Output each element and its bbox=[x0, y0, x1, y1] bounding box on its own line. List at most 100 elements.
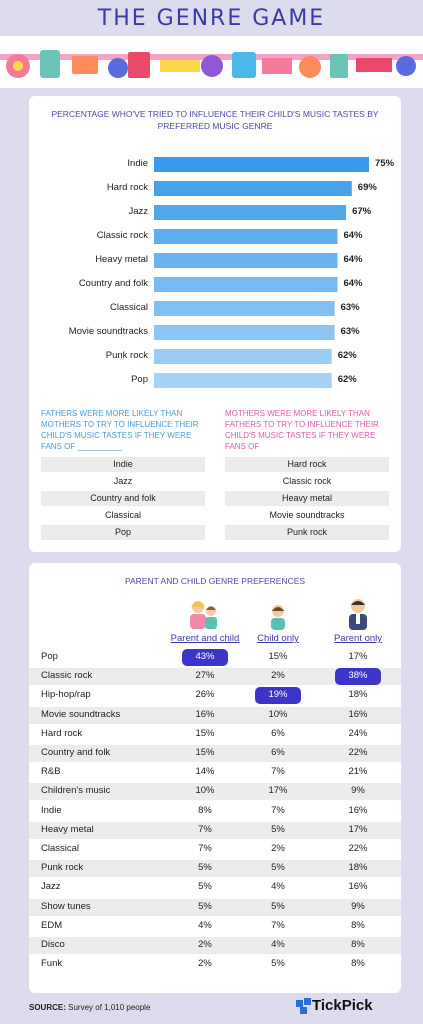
bar-punk-rock bbox=[154, 349, 332, 364]
genre-preferences-panel: PARENT AND CHILD GENRE PREFERENCES Paren… bbox=[29, 563, 401, 993]
table-cell: 16% bbox=[348, 804, 368, 816]
highlight-pill bbox=[335, 668, 381, 686]
row-genre: Heavy metal bbox=[41, 823, 94, 835]
table-cell: 9% bbox=[351, 785, 365, 797]
col-child-only: Child only bbox=[257, 633, 299, 644]
bar-label: Pop bbox=[131, 374, 148, 385]
music-instruments-banner bbox=[0, 36, 423, 88]
bar-classic-rock bbox=[154, 229, 338, 244]
table-cell: 7% bbox=[198, 843, 212, 854]
influence-chart-panel: PERCENTAGE WHO'VE TRIED TO INFLUENCE THE… bbox=[29, 96, 401, 552]
table-cell: 9% bbox=[351, 900, 365, 912]
row-genre: Pop bbox=[41, 651, 58, 662]
bar-label: Classical bbox=[109, 302, 148, 313]
table-cell: 10% bbox=[268, 708, 288, 720]
table-cell: 2% bbox=[271, 843, 285, 854]
parent-icon bbox=[349, 599, 367, 630]
table-cell: 16% bbox=[348, 708, 368, 720]
bar-pop bbox=[154, 373, 332, 388]
genre-list-item: Punk rock bbox=[225, 525, 389, 540]
row-genre: Funk bbox=[41, 958, 63, 970]
table-cell: 5% bbox=[198, 862, 212, 874]
bar-value-label: 63% bbox=[340, 302, 360, 313]
table-cell: 24% bbox=[348, 727, 368, 739]
table-cell: 6% bbox=[271, 747, 285, 758]
table-cell: 17% bbox=[348, 651, 368, 662]
table-cell: 5% bbox=[271, 862, 285, 874]
table-row: Jazz 5% 4% 16% bbox=[29, 879, 401, 896]
bar-value-label: 75% bbox=[375, 158, 395, 169]
table-cell: 15% bbox=[195, 727, 215, 739]
table-cell: 2% bbox=[271, 670, 285, 682]
table-cell: 22% bbox=[348, 747, 368, 758]
tickpick-logo-icon bbox=[296, 998, 311, 1014]
genre-list-item: Movie soundtracks bbox=[269, 510, 345, 520]
table-cell: 22% bbox=[348, 843, 368, 854]
bar-label: Heavy metal bbox=[95, 254, 148, 265]
bar-label: Movie soundtracks bbox=[68, 326, 148, 337]
table-cell: 8% bbox=[351, 919, 365, 931]
row-genre: Classical bbox=[41, 843, 80, 854]
table-row: Classic rock 27% 2% 38% bbox=[29, 668, 401, 686]
table-row: Funk 2% 5% 8% bbox=[29, 956, 401, 973]
row-genre: Movie soundtracks bbox=[41, 708, 121, 720]
table-cell: 16% bbox=[195, 708, 215, 720]
table-cell: 17% bbox=[348, 823, 368, 835]
table-row: Heavy metal 7% 5% 17% bbox=[29, 821, 401, 839]
row-genre: Classic rock bbox=[41, 670, 93, 682]
fathers-note: FATHERS WERE MORE LIKELY THAN MOTHERS TO… bbox=[41, 409, 199, 451]
row-genre: Indie bbox=[41, 804, 62, 816]
source-text: Survey of 1,010 people bbox=[68, 1003, 151, 1012]
bar-hard-rock bbox=[154, 181, 352, 196]
table-cell: 15% bbox=[195, 747, 215, 758]
table-row: Movie soundtracks 16% 10% 16% bbox=[29, 706, 401, 724]
bar-value-label: 63% bbox=[340, 326, 360, 337]
table-cell: 8% bbox=[198, 804, 212, 816]
table-row: Hip-hop/rap 26% 19% 18% bbox=[29, 687, 401, 705]
bar-label: Indie bbox=[127, 158, 148, 169]
bar-value-label: 62% bbox=[337, 374, 357, 385]
table-cell: 7% bbox=[271, 804, 285, 816]
bar-value-label: 69% bbox=[357, 182, 377, 193]
table-title: PARENT AND CHILD GENRE PREFERENCES bbox=[124, 576, 306, 586]
table-cell: 18% bbox=[348, 689, 368, 701]
table-cell: 7% bbox=[271, 919, 285, 931]
bar-value-label: 67% bbox=[352, 206, 372, 217]
row-genre: Children's music bbox=[41, 785, 111, 797]
page-title: THE GENRE GAME bbox=[97, 6, 326, 31]
mothers-note: MOTHERS WERE MORE LIKELY THAN FATHERS TO… bbox=[225, 409, 379, 451]
row-genre: R&B bbox=[41, 766, 61, 778]
table-cell: 43% bbox=[195, 651, 215, 662]
genre-list-item: Country and folk bbox=[41, 491, 205, 506]
table-cell: 21% bbox=[348, 766, 368, 778]
instruments-illustration bbox=[0, 50, 423, 78]
bar-label: Hard rock bbox=[106, 182, 148, 193]
table-cell: 7% bbox=[271, 766, 285, 778]
table-row: Show tunes 5% 5% 9% bbox=[29, 898, 401, 916]
table-row: Hard rock 15% 6% 24% bbox=[29, 726, 401, 743]
table-cell: 26% bbox=[195, 689, 215, 701]
bar-indie bbox=[154, 157, 369, 172]
child-icon bbox=[271, 605, 285, 630]
table-cell: 4% bbox=[198, 919, 212, 931]
table-cell: 5% bbox=[198, 900, 212, 912]
table-cell: 17% bbox=[268, 785, 288, 797]
table-cell: 14% bbox=[195, 766, 215, 778]
table-row: Indie 8% 7% 16% bbox=[29, 803, 401, 820]
genre-list-item: Jazz bbox=[113, 476, 133, 486]
table-cell: 5% bbox=[271, 900, 285, 912]
source-label: SOURCE: bbox=[29, 1003, 66, 1012]
tickpick-logo: TickPick bbox=[312, 997, 373, 1014]
row-genre: Hip-hop/rap bbox=[41, 689, 91, 701]
table-cell: 4% bbox=[271, 939, 285, 950]
bar-label: Jazz bbox=[128, 206, 148, 217]
bar-label: Country and folk bbox=[78, 278, 148, 289]
source-note: SOURCE: Survey of 1,010 people bbox=[29, 1003, 150, 1012]
table-cell: 2% bbox=[198, 958, 212, 970]
table-row: Disco 2% 4% 8% bbox=[29, 937, 401, 954]
table-cell: 5% bbox=[198, 881, 212, 893]
genre-list-item: Hard rock bbox=[225, 457, 389, 472]
bar-value-label: 64% bbox=[343, 278, 363, 289]
col-parent-and-child: Parent and child bbox=[170, 633, 240, 644]
genre-list-item: Classical bbox=[104, 510, 141, 520]
